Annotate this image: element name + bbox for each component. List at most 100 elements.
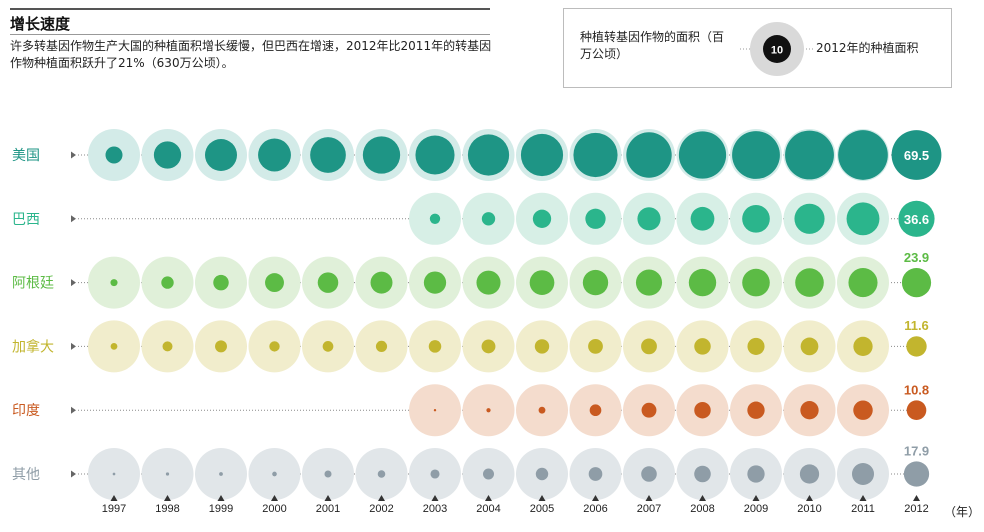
x-tick-2001	[324, 495, 332, 501]
series-5-bubble-2010	[799, 464, 820, 484]
series-1-bubble-2003	[429, 213, 441, 224]
x-tick-label-1999: 1999	[209, 503, 233, 515]
series-4-bubble-2008	[694, 401, 711, 419]
x-tick-label-2003: 2003	[423, 503, 447, 515]
x-tick-label-1997: 1997	[102, 503, 126, 515]
series-0-bubble-2000	[258, 138, 291, 172]
series-1-bubble-2012	[898, 200, 935, 237]
series-2-bubble-2009	[742, 268, 770, 297]
legend: 种植转基因作物的面积（百万公顷） 10 2012年的种植面积	[563, 8, 952, 88]
x-tick-label-2008: 2008	[690, 503, 714, 515]
series-3-bubble-2007	[641, 338, 657, 355]
series-5-label: 其他	[12, 466, 40, 482]
x-tick-1998	[164, 495, 171, 501]
series-3-bubble-2006	[588, 339, 603, 354]
x-tick-label-2009: 2009	[744, 503, 768, 515]
series-2-bubble-2001	[317, 272, 339, 293]
series-2-bubble-2011	[848, 268, 878, 298]
series-0-bubble-2005	[520, 133, 564, 177]
series-3-value-label-2012: 11.6	[904, 318, 929, 333]
series-2-bubble-2004	[476, 270, 501, 295]
x-tick-1999	[217, 495, 225, 501]
x-tick-label-2007: 2007	[637, 503, 661, 515]
series-0-bubble-2011	[838, 130, 888, 180]
series-5-bubble-2003	[430, 469, 440, 479]
series-0-bubble-2006	[573, 132, 618, 178]
series-1-bubble-2004	[481, 212, 496, 226]
x-tick-2000	[271, 495, 278, 501]
series-3-row-marker	[71, 342, 76, 350]
series-4-value-label-2012: 10.8	[904, 382, 929, 397]
header-top-rule	[10, 8, 490, 10]
series-2-bubble-2007	[635, 269, 663, 296]
series-5-row-marker	[71, 470, 76, 478]
series-0-bubble-2008	[678, 131, 727, 179]
series-5-bubble-2002	[377, 470, 386, 478]
x-tick-2003	[431, 495, 439, 501]
series-1-bubble-2009	[742, 204, 770, 233]
series-5-bubble-2004	[482, 468, 495, 480]
series-2-bubble-2002	[370, 271, 393, 294]
x-tick-2010	[806, 495, 813, 501]
x-tick-label-2004: 2004	[476, 503, 500, 515]
series-5-bubble-2000	[272, 471, 277, 477]
series-1-bubble-2006	[585, 208, 606, 229]
series-2-bubble-2008	[688, 268, 717, 297]
series-4-bubble-2006	[589, 404, 602, 417]
series-4-bubble-2012	[906, 400, 927, 421]
series-0-bubble-2012	[891, 130, 942, 180]
x-tick-2007	[645, 495, 653, 501]
series-5-bubble-2007	[641, 466, 657, 482]
series-3-bubble-2003	[428, 340, 442, 353]
x-tick-label-2002: 2002	[369, 503, 393, 515]
series-2-bubble-2003	[423, 271, 447, 294]
series-1-row-marker	[71, 215, 76, 223]
series-3-bubble-2001	[322, 341, 334, 352]
series-0-bubble-2001	[310, 137, 346, 173]
x-tick-label-2005: 2005	[530, 503, 554, 515]
series-2-bubble-1998	[161, 276, 174, 289]
x-tick-2005	[538, 495, 546, 501]
page-subtitle: 许多转基因作物生产大国的种植面积增长缓慢，但巴西在增速，2012年比2011年的…	[10, 39, 492, 70]
series-0-bubble-2010	[785, 130, 834, 180]
x-tick-2011	[859, 495, 867, 501]
legend-sample-bubble: 10	[740, 22, 814, 76]
series-5-bubble-1999	[219, 472, 223, 476]
series-2-bubble-2006	[582, 269, 609, 296]
series-2-bubble-1999	[213, 274, 229, 291]
series-0-row-marker	[71, 151, 76, 159]
series-3-bubble-1998	[162, 341, 173, 352]
series-2-bubble-2010	[795, 268, 824, 297]
x-tick-1997	[110, 495, 118, 501]
series-0-bubble-2007	[626, 132, 672, 178]
series-4-bubble-2007	[641, 402, 657, 418]
x-tick-2012	[913, 495, 920, 501]
series-5-bubble-2009	[747, 465, 765, 483]
series-4-bubble-2010	[800, 401, 819, 420]
series-3-bubble-2009	[747, 337, 765, 355]
series-5-bubble-2001	[324, 470, 332, 478]
series-1-bubble-2007	[637, 207, 661, 231]
x-tick-2009	[752, 495, 760, 501]
page-title: 增长速度	[10, 15, 71, 33]
series-0-bubble-2002	[362, 136, 401, 174]
x-tick-2008	[699, 495, 706, 501]
x-tick-2006	[592, 495, 599, 501]
series-0-bubble-2003	[415, 135, 455, 175]
series-1-bubble-2010	[794, 203, 825, 234]
series-4-row-marker	[71, 406, 76, 414]
series-4-bubble-2009	[747, 401, 765, 419]
x-tick-label-1998: 1998	[155, 503, 179, 515]
series-4-bubble-2004	[486, 408, 491, 413]
series-5-bubble-2012	[903, 461, 930, 487]
series-3-bubble-2000	[269, 341, 280, 352]
series-5-bubble-2011	[851, 462, 875, 486]
series-3-bubble-2012	[906, 336, 927, 357]
x-tick-label-2012: 2012	[904, 503, 928, 515]
series-5-bubble-2008	[694, 465, 711, 483]
series-0-bubble-1997	[105, 146, 123, 164]
series-3-bubble-2008	[694, 338, 711, 355]
series-0-bubble-1999	[204, 138, 238, 172]
series-3-bubble-2002	[375, 340, 388, 352]
series-4-label: 印度	[12, 402, 40, 418]
